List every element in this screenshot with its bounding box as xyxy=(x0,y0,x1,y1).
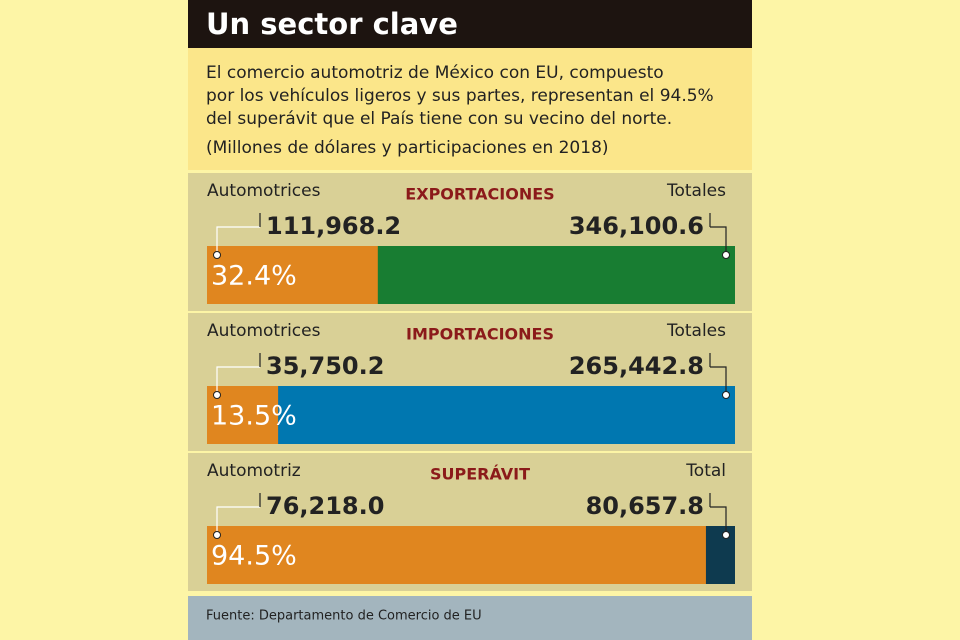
part-value: 76,218.0 xyxy=(266,492,384,520)
title: Un sector clave xyxy=(206,7,458,41)
description-box xyxy=(188,48,752,170)
dot xyxy=(722,531,730,539)
total-value: 346,100.6 xyxy=(569,212,704,240)
share-label: 32.4% xyxy=(211,261,297,292)
total-value: 265,442.8 xyxy=(569,352,704,380)
source: Fuente: Departamento de Comercio de EU xyxy=(206,609,482,624)
connector xyxy=(710,226,727,255)
connector xyxy=(710,506,727,535)
part-value: 35,750.2 xyxy=(266,352,384,380)
part-label: Automotriz xyxy=(207,461,301,481)
panel-title: SUPERÁVIT xyxy=(430,465,530,484)
total-label: Totales xyxy=(666,181,726,201)
total-value: 80,657.8 xyxy=(586,492,704,520)
description-line: del superávit que el País tiene con su v… xyxy=(206,109,672,129)
connector xyxy=(216,366,260,395)
description-line: El comercio automotriz de México con EU,… xyxy=(206,63,664,83)
share-label: 13.5% xyxy=(211,401,297,432)
dot xyxy=(213,391,221,399)
share-label: 94.5% xyxy=(211,541,297,572)
part-label: Automotrices xyxy=(207,321,321,341)
panel-title: IMPORTACIONES xyxy=(406,325,554,344)
total-bar xyxy=(207,386,735,444)
connector xyxy=(216,506,260,535)
dot xyxy=(213,251,221,259)
part-value: 111,968.2 xyxy=(266,212,401,240)
connector xyxy=(710,366,727,395)
connector xyxy=(216,226,260,255)
dot xyxy=(722,251,730,259)
part-bar xyxy=(207,246,378,304)
total-label: Total xyxy=(685,461,726,481)
units: (Millones de dólares y participaciones e… xyxy=(206,138,609,158)
total-label: Totales xyxy=(666,321,726,341)
panel-title: EXPORTACIONES xyxy=(405,185,554,204)
dot xyxy=(213,531,221,539)
dot xyxy=(722,391,730,399)
part-label: Automotrices xyxy=(207,181,321,201)
source-bar xyxy=(188,596,752,640)
part-bar xyxy=(207,526,706,584)
header-bar xyxy=(188,0,752,48)
description-line: por los vehículos ligeros y sus partes, … xyxy=(206,86,714,106)
